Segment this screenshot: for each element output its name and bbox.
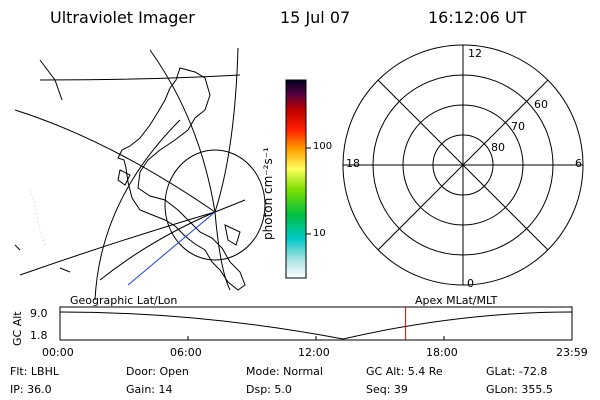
colorbar-label-100: 100 — [313, 141, 333, 152]
status-glon: GLon: 355.5 — [486, 383, 553, 396]
altitude-plot-frame — [59, 306, 573, 341]
altitude-ytick-bottom: 1.8 — [30, 329, 48, 342]
status-glat: GLat: -72.8 — [486, 365, 548, 378]
lat-label-80: 80 — [491, 141, 505, 154]
mlt-label-12: 12 — [468, 47, 482, 60]
colorbar-unit-label: photon cm⁻²s⁻¹ — [261, 147, 275, 240]
geographic-caption: Geographic Lat/Lon — [70, 294, 178, 307]
colorbar-label-10: 10 — [313, 228, 326, 239]
apex-caption: Apex MLat/MLT — [415, 294, 498, 307]
altitude-plot — [59, 306, 573, 341]
altitude-ylabel: GC Alt — [11, 311, 24, 346]
status-ip: IP: 36.0 — [10, 383, 52, 396]
xtick-label-0: 00:00 — [42, 346, 74, 359]
geographic-map — [14, 47, 266, 301]
xtick-label-3: 18:00 — [426, 346, 458, 359]
altitude-ytick-top: 9.0 — [30, 307, 48, 320]
mlt-label-0: 0 — [467, 277, 474, 290]
status-gc-alt: GC Alt: 5.4 Re — [366, 365, 443, 378]
status-door: Door: Open — [126, 365, 189, 378]
xtick-label-1: 06:00 — [170, 346, 202, 359]
apex-polar-plot — [342, 44, 584, 286]
xtick-label-2: 12:00 — [298, 346, 330, 359]
status-gain: Gain: 14 — [126, 383, 173, 396]
lat-label-70: 70 — [511, 120, 525, 133]
altitude-curve — [59, 311, 573, 340]
status-mode: Mode: Normal — [246, 365, 323, 378]
instrument-title: Ultraviolet Imager — [50, 8, 195, 27]
color-scale-bar — [285, 79, 307, 279]
date-label: 15 Jul 07 — [280, 8, 351, 27]
status-filter: Flt: LBHL — [10, 365, 59, 378]
lat-label-60: 60 — [534, 98, 548, 111]
status-seq: Seq: 39 — [366, 383, 408, 396]
xtick-label-4: 23:59 — [556, 346, 588, 359]
time-label: 16:12:06 UT — [428, 8, 527, 27]
mlt-label-6: 6 — [575, 157, 582, 170]
mlt-label-18: 18 — [346, 157, 360, 170]
status-dsp: Dsp: 5.0 — [246, 383, 292, 396]
